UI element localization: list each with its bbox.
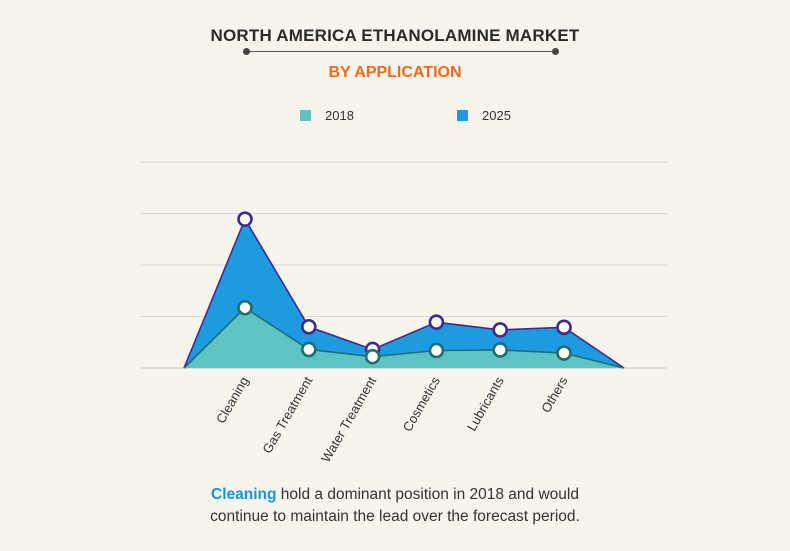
point-2018-cleaning <box>237 299 253 316</box>
point-2018-gas-treatment <box>300 341 317 358</box>
point-2018-others <box>556 345 572 361</box>
area-series-2018 <box>184 307 624 368</box>
point-2018-water-treatment <box>364 348 381 365</box>
line-series-2025 <box>183 217 625 369</box>
footnote-line-1-text: hold a dominant position in 2018 and wou… <box>276 486 579 503</box>
legend-label-2025: 2025 <box>482 108 511 123</box>
divider-dot-left <box>243 48 250 55</box>
x-tick-label: Cleaning <box>213 374 252 426</box>
legend-swatch-2025 <box>457 110 468 121</box>
point-2025-cleaning <box>237 211 253 227</box>
chart-subtitle: BY APPLICATION <box>328 64 462 81</box>
title-divider <box>243 48 559 55</box>
x-tick-label: Water Treatment <box>318 374 379 465</box>
legend-item-2018: 2018 <box>300 108 354 123</box>
point-2025-lubricants <box>492 322 509 338</box>
footnote-line-1: Cleaning hold a dominant position in 201… <box>0 484 790 506</box>
footnote-highlight: Cleaning <box>211 486 277 503</box>
chart-title: NORTH AMERICA ETHANOLAMINE MARKET <box>210 26 580 45</box>
line-series-2018 <box>183 306 625 369</box>
x-tick-label: Others <box>538 374 571 416</box>
point-2025-gas-treatment <box>300 318 317 335</box>
footnote-line-2: continue to maintain the lead over the f… <box>210 508 580 525</box>
point-2025-others <box>556 319 572 336</box>
divider-dot-right <box>552 48 559 55</box>
legend-swatch-2018 <box>300 110 311 121</box>
x-tick-label: Lubricants <box>464 374 507 434</box>
point-2025-cosmetics <box>428 314 445 330</box>
chart-footnote: Cleaning hold a dominant position in 201… <box>0 484 790 528</box>
area-series-2025 <box>184 219 624 368</box>
point-2018-lubricants <box>492 342 509 358</box>
legend-label-2018: 2018 <box>325 108 354 123</box>
point-2018-cosmetics <box>428 342 445 359</box>
x-tick-label: Gas Treatment <box>259 374 315 456</box>
x-tick-label: Cosmetics <box>400 374 444 434</box>
legend-item-2025: 2025 <box>457 108 511 123</box>
